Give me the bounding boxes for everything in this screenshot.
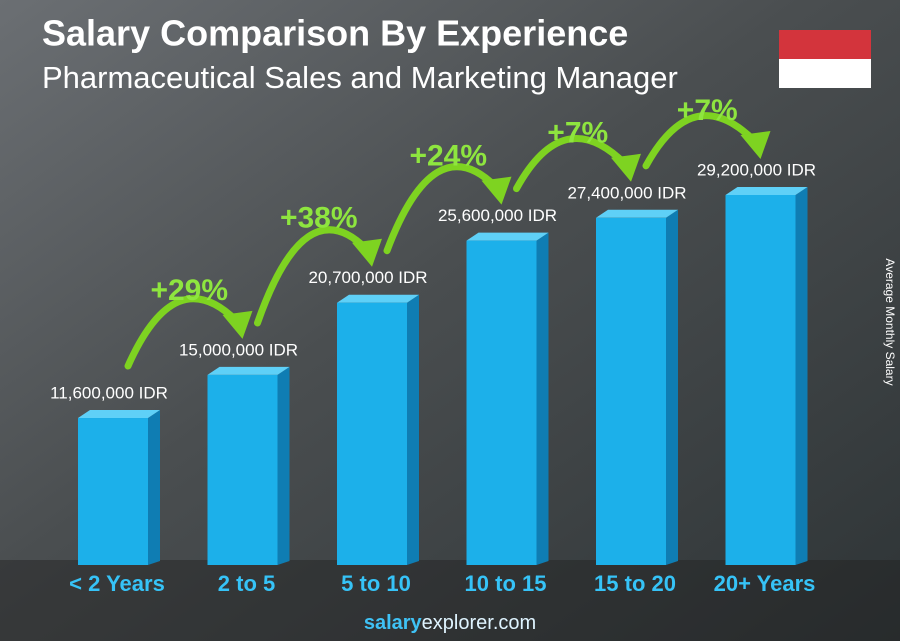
increase-arrowhead	[481, 176, 512, 205]
bar	[725, 195, 796, 565]
increase-label: +7%	[547, 117, 608, 150]
x-tick-label: 5 to 10	[341, 571, 411, 596]
bar-side	[666, 209, 678, 565]
value-label: 29,200,000 IDR	[697, 160, 816, 179]
bar-side	[148, 410, 160, 565]
bar-top	[78, 410, 160, 419]
value-label: 15,000,000 IDR	[179, 340, 298, 359]
x-tick-label: 10 to 15	[465, 571, 547, 596]
bar-top	[725, 187, 808, 195]
x-tick-label: 2 to 5	[218, 571, 275, 596]
source: salaryexplorer.com	[364, 612, 536, 634]
value-label: 20,700,000 IDR	[308, 268, 427, 287]
increase-arrow	[124, 295, 240, 370]
source-brand: salary	[364, 612, 423, 634]
increase-arrowhead	[611, 153, 641, 182]
chart-title: Salary Comparison By Experience	[42, 13, 628, 54]
bar-top	[337, 294, 419, 303]
increase-arrowhead	[740, 131, 771, 159]
bar-side	[277, 366, 290, 565]
bar-side	[536, 232, 549, 565]
increase-arrow	[642, 112, 758, 170]
x-tick-label: 15 to 20	[594, 571, 676, 596]
bar	[207, 374, 278, 565]
flag	[779, 30, 871, 88]
bar	[466, 240, 537, 565]
bar-top	[596, 209, 678, 218]
chart-subtitle: Pharmaceutical Sales and Marketing Manag…	[42, 60, 678, 95]
x-tick-label: < 2 Years	[69, 571, 165, 596]
bar-side	[407, 294, 419, 565]
bar-side	[795, 187, 808, 565]
x-tick-label: 20+ Years	[714, 571, 816, 596]
value-label: 25,600,000 IDR	[438, 206, 557, 225]
increase-arrow	[513, 135, 629, 193]
value-label: 11,600,000 IDR	[50, 383, 168, 402]
increase-label: +38%	[280, 202, 358, 235]
increase-label: +24%	[409, 140, 487, 173]
increase-label: +7%	[677, 94, 738, 127]
increase-label: +29%	[150, 274, 228, 307]
bar	[596, 217, 666, 565]
increase-arrow	[383, 163, 499, 255]
increase-arrowhead	[352, 238, 382, 267]
floor-shade	[0, 560, 900, 641]
bar-top	[207, 366, 290, 375]
bar	[337, 302, 407, 565]
bar	[78, 418, 148, 565]
y-axis-label: Average Monthly Salary	[883, 258, 897, 385]
increase-arrowhead	[222, 310, 253, 339]
value-label: 27,400,000 IDR	[567, 183, 686, 202]
bar-top	[466, 232, 549, 241]
source-rest: explorer.com	[422, 612, 537, 634]
increase-arrow	[254, 226, 370, 327]
